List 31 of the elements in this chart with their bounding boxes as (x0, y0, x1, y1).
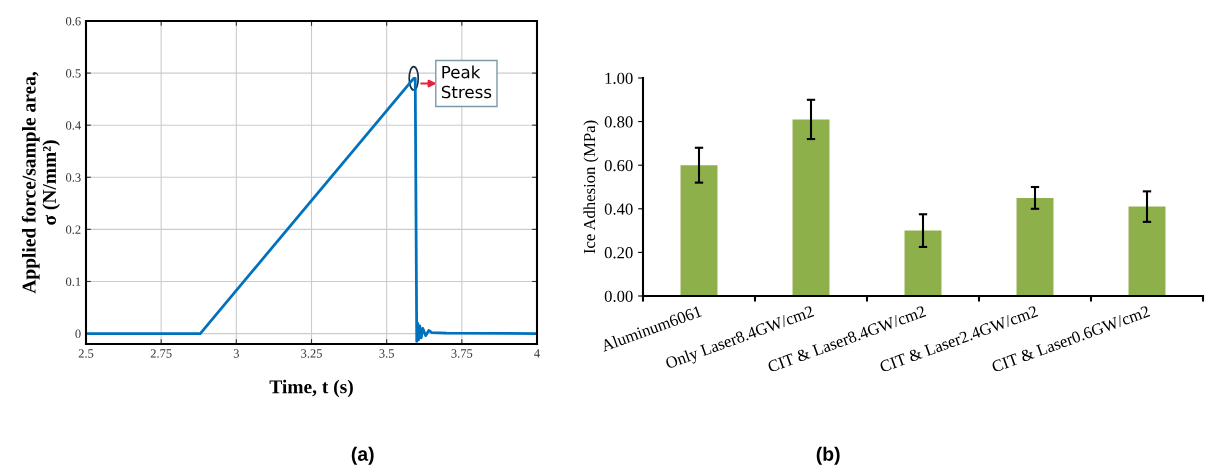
x-axis-title: Time, t (s) (269, 379, 353, 398)
y-tick-label: 0.80 (604, 116, 633, 128)
bar (680, 165, 718, 296)
bar (904, 230, 942, 296)
x-tick-label: 2.5 (78, 349, 94, 358)
y-tick-label: 0 (75, 329, 81, 339)
y-tick-label: 1.00 (605, 72, 633, 85)
text: (a) (351, 446, 374, 465)
y-tick-label: 0.2 (65, 225, 81, 234)
y-axis-title: Ice Adhesion (MPa) (583, 120, 599, 254)
x-tick-label: 3 (233, 349, 239, 358)
y-tick-label: 0.4 (65, 121, 81, 130)
y-tick-label: 0.20 (604, 247, 633, 259)
y-tick-label: 0.1 (65, 277, 81, 286)
x-tick-label: 3.25 (301, 349, 322, 358)
y-tick-label: 0.5 (65, 69, 81, 78)
bar (792, 119, 830, 296)
x-tick-label: 3.5 (379, 349, 394, 358)
x-tick-label: 2.75 (150, 349, 172, 358)
y-tick-label: 0.60 (604, 159, 633, 172)
y-tick-label: 0.40 (604, 203, 633, 215)
y-axis-title: Applied force/sample area, σ (N/mm²) (21, 72, 60, 294)
y-tick-label: 0.6 (65, 17, 81, 26)
annotation: Peak Stress (441, 65, 492, 99)
bar (1128, 206, 1166, 296)
x-tick-label: 4 (534, 349, 540, 358)
bar (1016, 197, 1054, 296)
y-tick-label: 0.00 (604, 290, 633, 303)
text: (b) (816, 446, 840, 465)
y-tick-label: 0.3 (65, 173, 81, 182)
x-tick-label: 3.75 (451, 349, 473, 358)
